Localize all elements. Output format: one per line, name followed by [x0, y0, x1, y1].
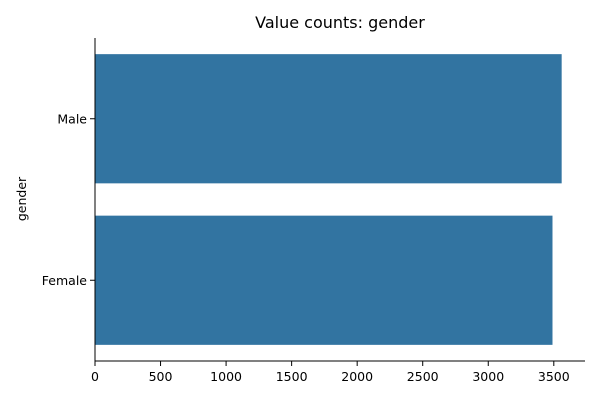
y-tick-label-male: Male — [57, 111, 87, 126]
y-axis-ticks: Male Female — [42, 111, 95, 288]
chart-title: Value counts: gender — [255, 13, 425, 32]
x-tick-label: 2000 — [341, 369, 373, 384]
x-tick-label: 1500 — [276, 369, 308, 384]
x-tick-label: 3000 — [472, 369, 504, 384]
axes-frame — [94, 38, 585, 362]
y-tick-label-female: Female — [42, 273, 88, 288]
x-tick-label: 0 — [91, 369, 99, 384]
x-tick-label: 2500 — [407, 369, 439, 384]
x-tick-label: 500 — [149, 369, 173, 384]
bar-female — [95, 215, 553, 345]
x-axis-ticks: 0 500 1000 1500 2000 2500 3000 3500 — [91, 361, 570, 384]
bar-male — [95, 54, 562, 184]
bar-group — [95, 54, 562, 345]
x-tick-label: 3500 — [538, 369, 570, 384]
x-tick-label: 1000 — [210, 369, 242, 384]
y-axis-label: gender — [14, 176, 29, 221]
